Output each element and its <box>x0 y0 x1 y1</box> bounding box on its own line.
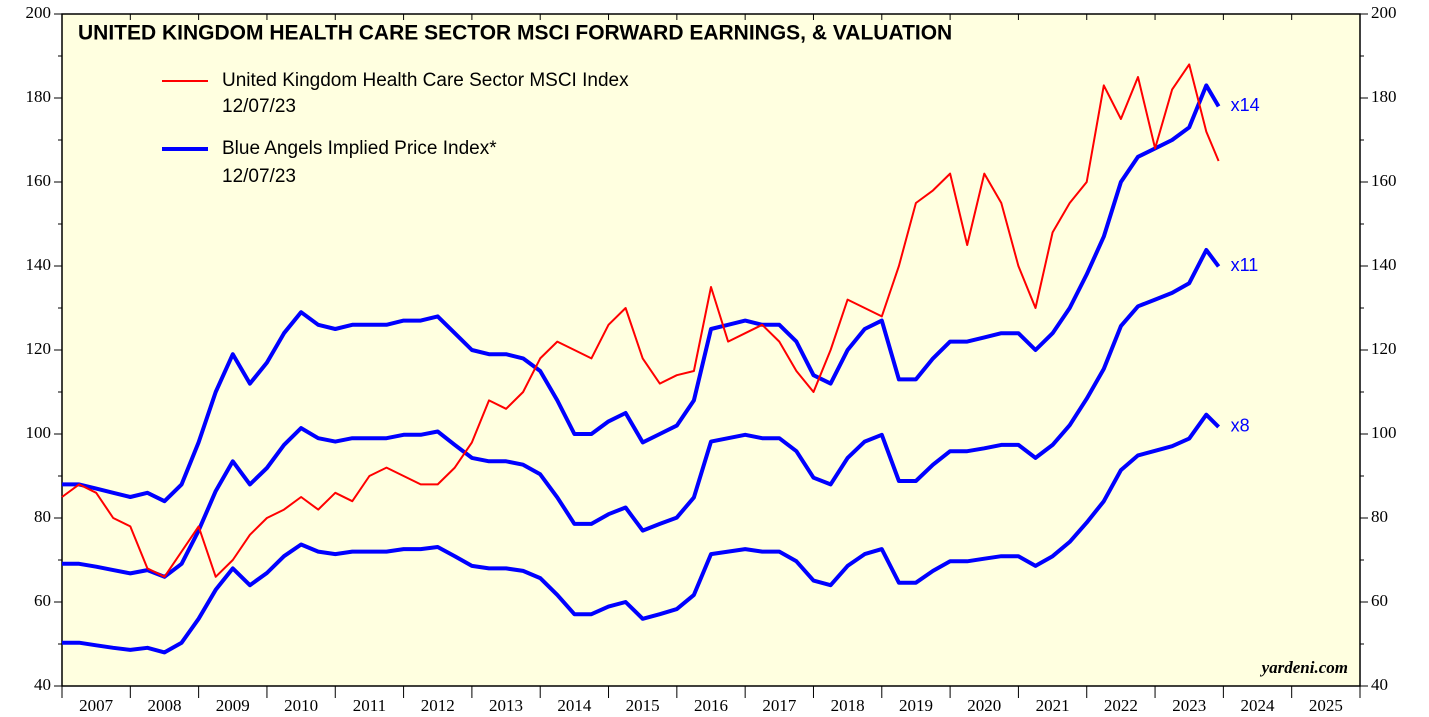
x-tick-label: 2017 <box>762 696 797 715</box>
x-tick-label: 2013 <box>489 696 523 715</box>
y-tick-label: 160 <box>26 171 52 190</box>
y2-tick-label: 180 <box>1371 87 1397 106</box>
x-tick-label: 2018 <box>831 696 865 715</box>
y2-tick-label: 120 <box>1371 339 1397 358</box>
x-tick-label: 2014 <box>557 696 592 715</box>
x-tick-label: 2022 <box>1104 696 1138 715</box>
y-tick-label: 80 <box>34 507 51 526</box>
series-annotation: x8 <box>1231 416 1250 436</box>
x-tick-label: 2015 <box>626 696 660 715</box>
y-tick-label: 140 <box>26 255 52 274</box>
y-tick-label: 60 <box>34 591 51 610</box>
x-tick-label: 2007 <box>79 696 114 715</box>
legend-date: 12/07/23 <box>222 96 296 117</box>
x-tick-label: 2020 <box>967 696 1001 715</box>
legend-label: Blue Angels Implied Price Index* <box>222 138 497 159</box>
x-tick-label: 2019 <box>899 696 933 715</box>
chart-title: UNITED KINGDOM HEALTH CARE SECTOR MSCI F… <box>78 22 952 45</box>
y-tick-label: 40 <box>34 675 51 694</box>
x-tick-label: 2023 <box>1172 696 1206 715</box>
plot-area <box>61 13 1361 687</box>
y-tick-label: 120 <box>26 339 52 358</box>
x-tick-label: 2016 <box>694 696 728 715</box>
source: yardeni.com <box>1260 658 1348 677</box>
series-line <box>62 248 1221 579</box>
x-tick-label: 2011 <box>353 696 386 715</box>
x-tick-label: 2008 <box>147 696 181 715</box>
y2-tick-label: 40 <box>1371 675 1388 694</box>
series-annotation: x11 <box>1231 255 1259 275</box>
x-tick-label: 2024 <box>1241 696 1276 715</box>
y-tick-label: 180 <box>26 87 52 106</box>
y2-tick-label: 200 <box>1371 3 1397 22</box>
y2-tick-label: 60 <box>1371 591 1388 610</box>
y2-tick-label: 80 <box>1371 507 1388 526</box>
x-tick-label: 2010 <box>284 696 318 715</box>
series-line <box>61 63 1220 578</box>
x-tick-label: 2012 <box>421 696 455 715</box>
y-tick-label: 200 <box>26 3 52 22</box>
y2-tick-label: 100 <box>1371 423 1397 442</box>
x-tick-label: 2021 <box>1036 696 1070 715</box>
legend-date: 12/07/23 <box>222 166 296 187</box>
y2-tick-label: 160 <box>1371 171 1397 190</box>
y-tick-label: 100 <box>26 423 52 442</box>
y2-tick-label: 140 <box>1371 255 1397 274</box>
legend-label: United Kingdom Health Care Sector MSCI I… <box>222 70 629 91</box>
series-line <box>62 412 1221 655</box>
series-line <box>62 83 1221 504</box>
x-tick-label: 2025 <box>1309 696 1343 715</box>
x-tick-label: 2009 <box>216 696 250 715</box>
series-annotation: x14 <box>1231 95 1260 115</box>
